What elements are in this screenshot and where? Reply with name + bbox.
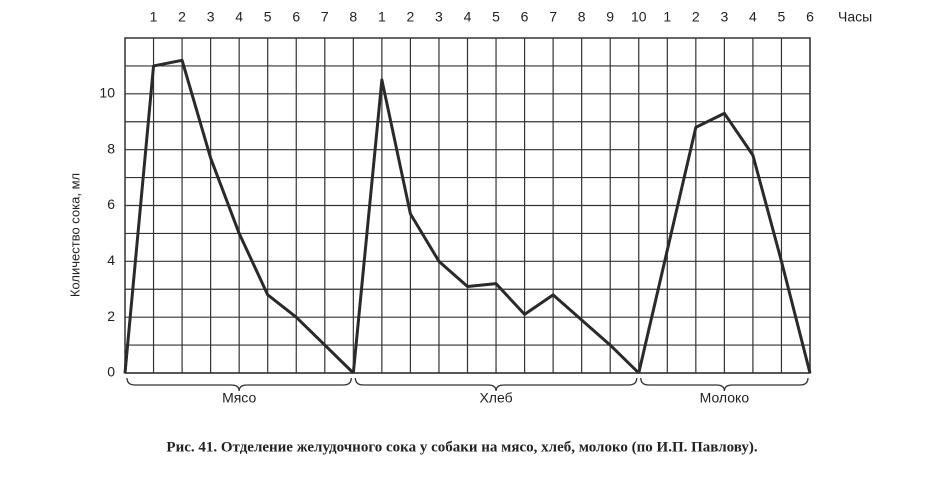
brace [354,377,638,392]
x-tick-label: 5 [492,9,500,25]
x-tick-label: 5 [778,9,786,25]
data-line [351,78,640,375]
y-tick-label: 4 [107,252,115,268]
x-tick-label: 6 [806,9,814,25]
data-line [123,58,355,375]
y-tick-label: 0 [107,364,115,380]
x-tick-label: 1 [150,9,158,25]
x-tick-label: 4 [464,9,472,25]
series-label: Хлеб [479,390,512,406]
x-tick-label: 3 [435,9,443,25]
series-label: Мясо [222,390,256,406]
y-tick-label: 6 [107,196,115,212]
x-tick-label: 1 [378,9,386,25]
caption: Рис. 41. Отделение желудочного сока у со… [166,439,757,455]
x-tick-label: 3 [720,9,728,25]
x-tick-label: 1 [663,9,671,25]
x-tick-label: 3 [207,9,215,25]
x-tick-label: 10 [631,9,647,25]
x-tick-label: 2 [178,9,186,25]
x-tick-label: 7 [549,9,557,25]
y-tick-label: 8 [107,140,115,156]
x-tick-label: 6 [292,9,300,25]
x-tick-label: 7 [321,9,329,25]
x-tick-label: 4 [235,9,243,25]
brace [126,377,352,392]
x-tick-label: 9 [606,9,614,25]
x-tick-label: 5 [264,9,272,25]
x-tick-label: 8 [578,9,586,25]
data-line [637,111,812,374]
x-tick-label: 2 [407,9,415,25]
y-axis-title: Количество сока, мл [67,173,82,297]
x-tick-label: 2 [692,9,700,25]
x-axis-title: Часы [838,9,872,25]
brace [640,377,809,392]
y-tick-label: 10 [99,85,115,101]
x-tick-label: 6 [521,9,529,25]
x-tick-label: 8 [349,9,357,25]
y-tick-label: 2 [107,308,115,324]
x-tick-label: 4 [749,9,757,25]
series-label: Молоко [700,390,750,406]
